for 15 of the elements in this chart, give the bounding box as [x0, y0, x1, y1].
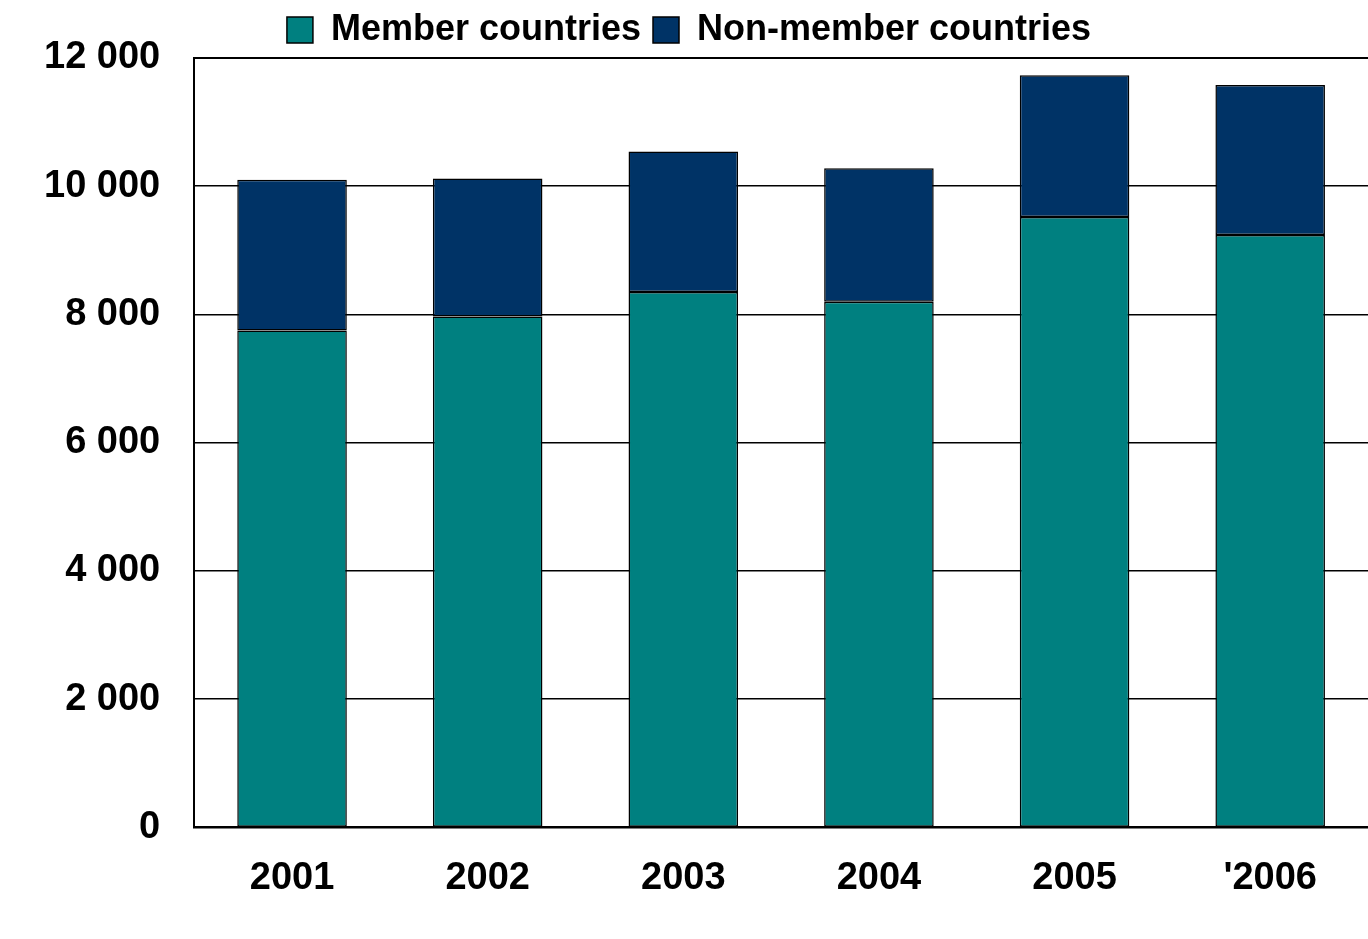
- y-tick-label: 12 000: [43, 34, 161, 77]
- x-tick-label: 2005: [1032, 854, 1117, 897]
- y-tick-label: 4 000: [65, 547, 161, 590]
- y-tick-label: 8 000: [65, 290, 161, 333]
- legend-label: Member countries: [330, 6, 642, 48]
- legend-label: Non-member countries: [697, 6, 1092, 48]
- y-tick-label: 0: [139, 803, 161, 846]
- y-tick-label: 6 000: [65, 419, 161, 462]
- x-tick-label: 2001: [249, 854, 335, 897]
- x-tick-label: 2004: [836, 854, 922, 897]
- y-tick-label: 2 000: [65, 675, 161, 718]
- y-tick-label: 10 000: [43, 162, 161, 205]
- x-tick-label: '2006: [1223, 854, 1317, 897]
- x-tick-label: 2002: [445, 854, 530, 897]
- x-tick-label: 2003: [641, 854, 726, 897]
